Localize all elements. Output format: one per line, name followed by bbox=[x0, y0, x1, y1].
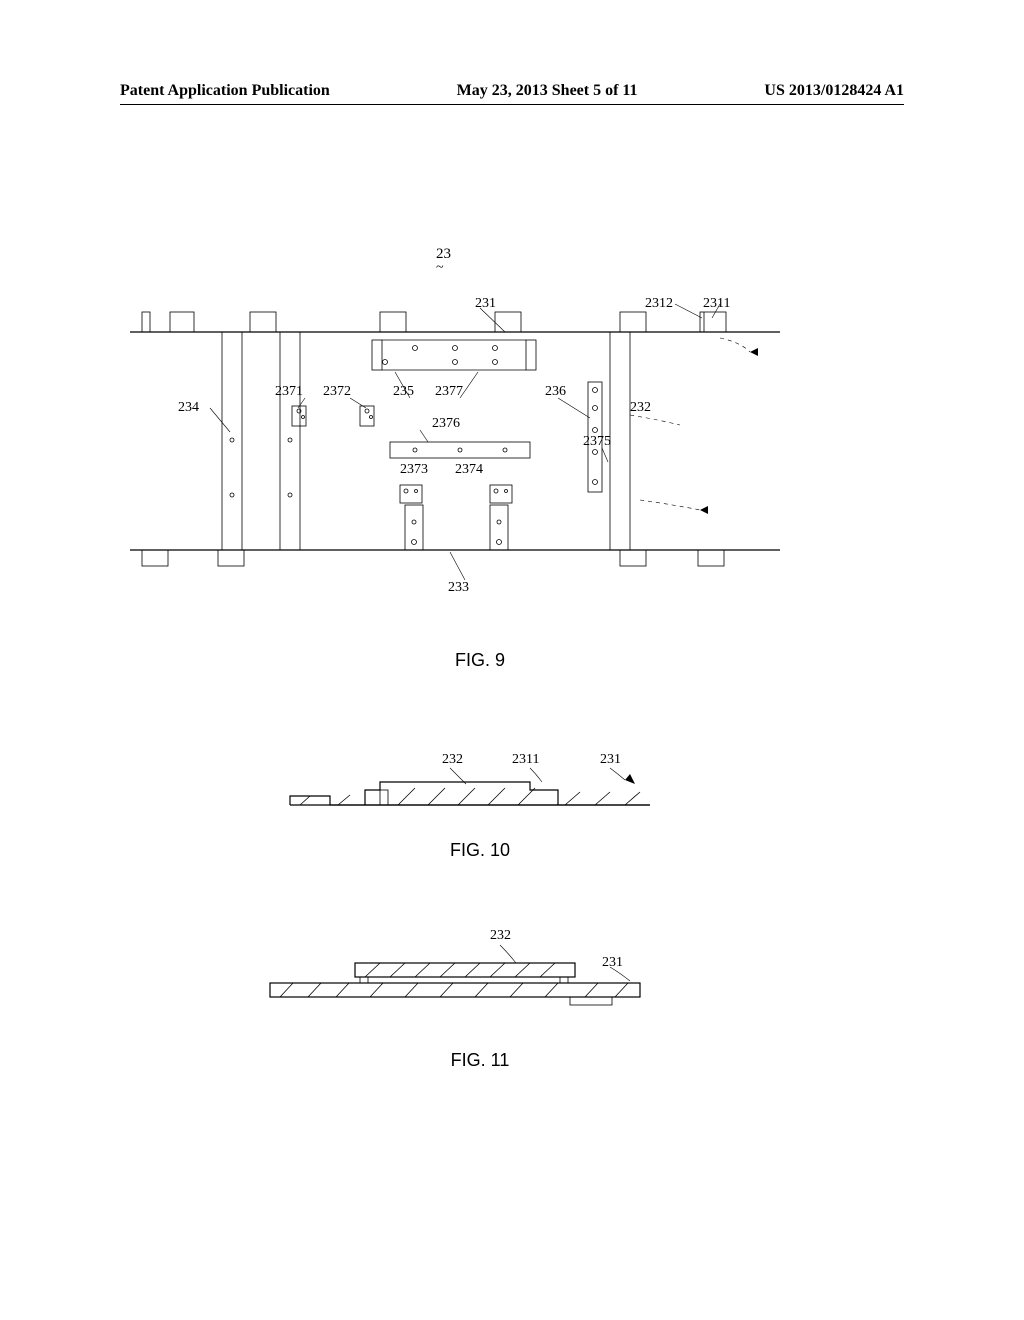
ref-2371: 2371 bbox=[275, 384, 303, 400]
fig9-drawing bbox=[130, 290, 780, 590]
header-rule bbox=[120, 104, 904, 105]
fig9-label: FIG. 9 bbox=[430, 650, 530, 671]
fig10-label: FIG. 10 bbox=[430, 840, 530, 861]
ref-2375: 2375 bbox=[583, 434, 611, 450]
ref-232-b: 232 bbox=[442, 752, 463, 768]
ref-236: 236 bbox=[545, 384, 566, 400]
header-right: US 2013/0128424 A1 bbox=[764, 82, 904, 100]
ref-235: 235 bbox=[393, 384, 414, 400]
patent-header: Patent Application Publication May 23, 2… bbox=[0, 82, 1024, 100]
ref-23-tilde: ~ bbox=[436, 260, 444, 276]
fig11-label: FIG. 11 bbox=[430, 1050, 530, 1071]
header-left: Patent Application Publication bbox=[120, 82, 330, 100]
fig11-drawing bbox=[260, 935, 660, 1025]
ref-2312: 2312 bbox=[645, 296, 673, 312]
ref-234: 234 bbox=[178, 400, 199, 416]
ref-232-c: 232 bbox=[490, 928, 511, 944]
ref-2311: 2311 bbox=[703, 296, 730, 312]
ref-2376: 2376 bbox=[432, 416, 460, 432]
ref-2377: 2377 bbox=[435, 384, 463, 400]
ref-2372: 2372 bbox=[323, 384, 351, 400]
ref-2373: 2373 bbox=[400, 462, 428, 478]
ref-231-c: 231 bbox=[602, 955, 623, 971]
ref-2374: 2374 bbox=[455, 462, 483, 478]
ref-231-b: 231 bbox=[600, 752, 621, 768]
ref-2311-b: 2311 bbox=[512, 752, 539, 768]
ref-232-a: 232 bbox=[630, 400, 651, 416]
header-center: May 23, 2013 Sheet 5 of 11 bbox=[457, 82, 638, 100]
fig10-drawing bbox=[280, 760, 660, 830]
ref-233: 233 bbox=[448, 580, 469, 596]
ref-231: 231 bbox=[475, 296, 496, 312]
